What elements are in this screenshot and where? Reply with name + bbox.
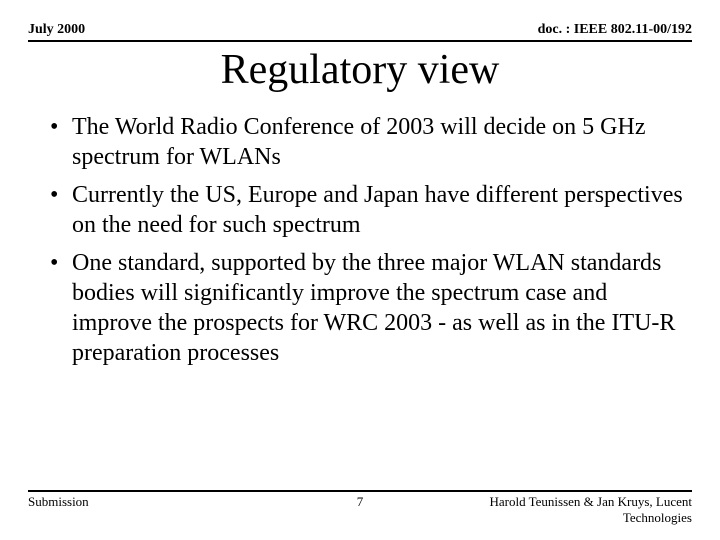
bullet-list: The World Radio Conference of 2003 will … [28,112,692,368]
header-row: July 2000 doc. : IEEE 802.11-00/192 [28,22,692,38]
footer-author: Harold Teunissen & Jan Kruys, Lucent Tec… [432,494,692,526]
footer: Submission 7 Harold Teunissen & Jan Kruy… [28,490,692,526]
header-doc-id: doc. : IEEE 802.11-00/192 [538,22,692,38]
list-item: The World Radio Conference of 2003 will … [50,112,692,172]
header-rule [28,40,692,42]
page-number: 7 [357,494,364,510]
list-item: Currently the US, Europe and Japan have … [50,180,692,240]
footer-rule [28,490,692,492]
footer-row: Submission 7 Harold Teunissen & Jan Kruy… [28,494,692,526]
footer-left: Submission [28,494,89,510]
slide-title: Regulatory view [28,46,692,94]
list-item: One standard, supported by the three maj… [50,248,692,368]
slide-page: July 2000 doc. : IEEE 802.11-00/192 Regu… [0,0,720,540]
header-date: July 2000 [28,22,85,38]
